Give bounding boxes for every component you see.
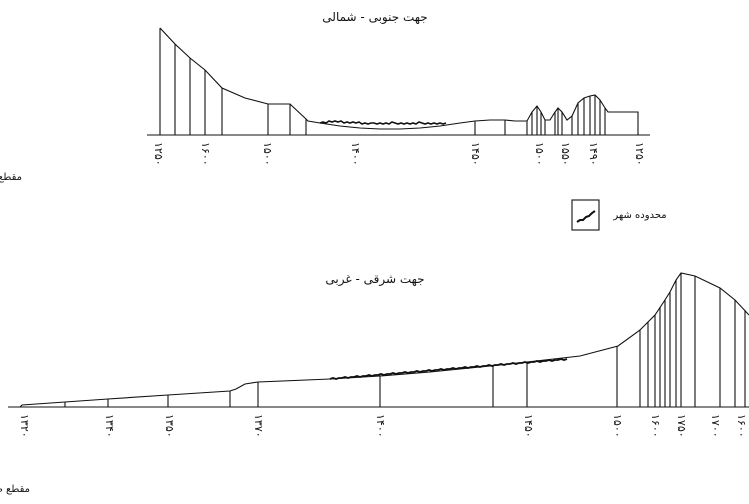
legend-label: محدوده شهر xyxy=(612,210,666,221)
bottom-tick-label: ۱۳۷۰ xyxy=(252,414,265,438)
bottom-profile xyxy=(8,272,749,408)
top-terrain-line xyxy=(159,27,639,135)
top-city-band xyxy=(319,120,447,125)
top-tick-label: ۱۴۵۰ xyxy=(469,142,482,166)
top-tick-label: ۱۵۰۰ xyxy=(533,142,546,166)
bottom-tick-label: ۱۶۰۰ xyxy=(735,414,748,438)
legend: محدوده شهر xyxy=(571,199,667,231)
top-tick-label: ۱۲۵۰ xyxy=(633,142,646,166)
top-tick-label: ۱۶۰۰ xyxy=(199,142,212,166)
bottom-tick-label: ۱۷۵۰ xyxy=(675,414,688,438)
bottom-section-title: جهت شرقی - غربی xyxy=(325,272,424,287)
bottom-city-band xyxy=(329,358,568,380)
city-extent-swatch-mark xyxy=(576,210,596,223)
top-tick-label: ۱۴۰۰ xyxy=(349,142,362,166)
top-tick-label: ۱۴۹۰ xyxy=(587,142,600,166)
top-section-caption: مقطع عرضی xyxy=(0,172,22,183)
bottom-tick-label: ۱۷۰۰ xyxy=(709,414,722,438)
top-tick-label: ۱۵۰۰ xyxy=(261,142,274,166)
bottom-tick-label: ۱۳۲۰ xyxy=(18,414,31,438)
bottom-tick-label: ۱۵۰۰ xyxy=(611,414,624,438)
bottom-tick-label: ۱۴۵۰ xyxy=(522,414,535,438)
bottom-section-caption: مقطع طولی xyxy=(0,484,30,495)
top-tick-label: ۱۲۵۰ xyxy=(152,142,165,166)
bottom-tick-labels: ۱۳۲۰ ۱۳۴۰ ۱۳۵۰ ۱۳۷۰ ۱۴۰۰ ۱۴۵۰ ۱۵۰۰ ۱۶۰۰ … xyxy=(18,414,748,438)
bottom-tick-label: ۱۶۰۰ xyxy=(649,414,662,438)
bottom-tick-label: ۱۳۴۰ xyxy=(103,414,116,438)
top-section-title: جهت جنوبی - شمالی xyxy=(322,10,427,25)
bottom-tick-label: ۱۳۵۰ xyxy=(163,414,176,438)
city-extent-swatch-icon xyxy=(571,199,600,231)
top-tick-label: ۱۵۵۰ xyxy=(559,142,572,166)
bottom-tick-label: ۱۴۰۰ xyxy=(374,414,387,438)
top-tick-labels: ۱۲۵۰ ۱۶۰۰ ۱۵۰۰ ۱۴۰۰ ۱۴۵۰ ۱۵۰۰ ۱۵۵۰ ۱۴۹۰ … xyxy=(152,142,646,166)
top-profile xyxy=(147,27,650,136)
